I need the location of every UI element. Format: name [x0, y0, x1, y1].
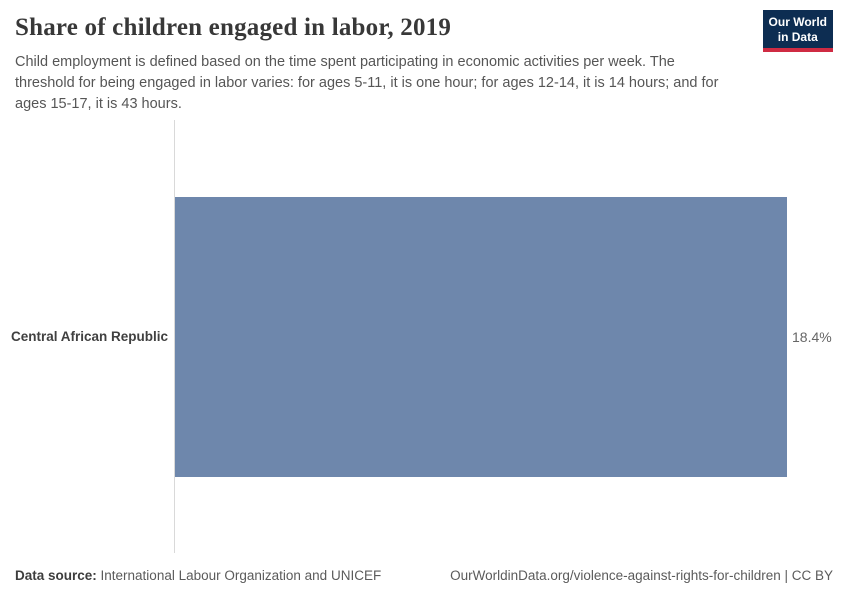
- chart-footer: Data source: International Labour Organi…: [15, 568, 833, 583]
- footer-citation-link[interactable]: OurWorldinData.org/violence-against-righ…: [450, 568, 833, 583]
- bar-value-label: 18.4%: [792, 329, 832, 345]
- owid-logo-line1: Our World: [768, 15, 827, 29]
- data-source-text: International Labour Organization and UN…: [96, 568, 382, 583]
- data-source-label: Data source:: [15, 568, 97, 583]
- chart-title: Share of children engaged in labor, 2019: [15, 14, 452, 41]
- owid-logo-line2: in Data: [777, 30, 818, 44]
- category-axis-line: [174, 120, 175, 553]
- entity-label: Central African Republic: [10, 329, 168, 344]
- bar-central-african-republic[interactable]: [175, 197, 787, 477]
- owid-logo[interactable]: Our World in Data: [762, 10, 833, 52]
- chart-subtitle: Child employment is defined based on the…: [15, 54, 719, 112]
- data-source-line: Data source: International Labour Organi…: [15, 568, 381, 583]
